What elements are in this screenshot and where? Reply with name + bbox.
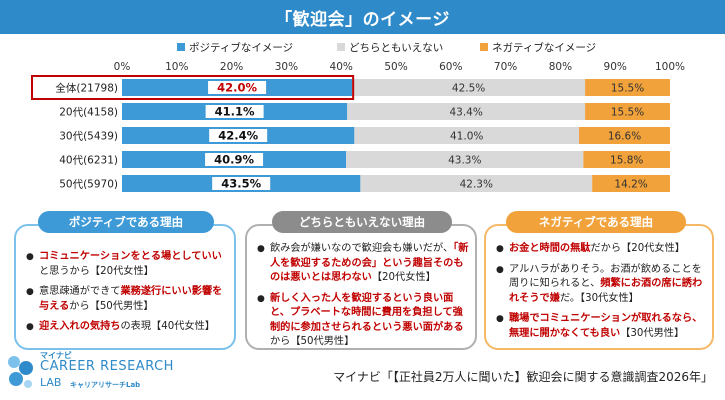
positive-reason-rest: の表現【40代女性】 [120,321,215,332]
neutral-reason-hl: 新しく入った人を歓迎するという良い面と、プラベートな時間に費用を負担して強制的に… [270,292,464,333]
legend-label-1: どちらともいえない [349,42,443,54]
negative-reason-item: アルハラがありそう。お酒が飲めることを周りに知られると、頻繁にお酒の席に誘われそ… [496,263,710,307]
tick-label-5: 50% [384,61,407,73]
bar-2-4 [592,175,670,192]
value-label-1-2: 41.0% [450,131,483,143]
negative-reason-item: 職場でコミュニケーションが取れるなら、無理に開かなくても良い【30代男性】 [496,312,710,341]
positive-reasons-list: コミュニケーションをとる場としていいと思うから【20代女性】意思疎通ができて業務… [26,250,232,341]
value-label-0-2: 42.4% [218,129,258,143]
bar-2-3 [583,151,670,168]
logo-lab: LAB [40,376,62,389]
legend-swatch-2 [480,43,488,51]
tick-label-2: 20% [220,61,243,73]
neutral-reasons-list: 飲み会が嫌いなので歓迎会も嫌いだが、「新人を歓迎するための会」という趣旨そのもの… [257,242,473,356]
bar-1-4 [360,175,593,192]
career-research-lab-logo: マイナビ CAREER RESEARCH LAB キャリアリサーチLab [6,350,206,396]
value-label-bg-4 [212,177,271,190]
tick-label-7: 70% [494,61,517,73]
source-caption: マイナビ「【正社員2万人に聞いた】歓迎会に関する意識調査2026年」 [333,370,713,384]
bar-2-2 [579,127,670,144]
positive-reason-item: 迎え入れの気持ちの表現【40代女性】 [26,320,232,335]
tick-label-9: 90% [604,61,627,73]
positive-reason-hl: 業務遂行にいい影響を与える [39,286,223,312]
neutral-reason-rest: から【50代男性】 [270,336,355,347]
value-label-0-0: 42.0% [217,81,257,95]
category-label-4: 50代(5970) [59,179,118,191]
logo-mark-icon [8,356,33,388]
value-label-2-0: 15.5% [611,83,644,95]
negative-reason-hl: 職場でコミュニケーションが取れるなら、無理に開かなくても良い [509,313,703,339]
negative-reason-hl: 頻繁にお酒の席に誘われそうで嫌 [509,278,703,304]
negative-reasons-panel: お金と時間の無駄だから【20代女性】アルハラがありそう。お酒が飲めることを周りに… [484,224,714,350]
logo-kana: キャリアリサーチLab [70,381,141,389]
neutral-reason-pre: 飲み会が嫌いなので歓迎会も嫌いだが、 [270,243,454,254]
bar-1-3 [346,151,584,168]
category-label-3: 40代(6231) [59,155,118,167]
bar-2-0 [585,79,670,96]
value-label-bg-1 [205,105,264,118]
negative-reason-rest: だ。【30代女性】 [559,292,639,304]
positive-reasons-panel: コミュニケーションをとる場としていいと思うから【20代女性】意思疎通ができて業務… [14,224,236,350]
positive-reason-item: 意思疎通ができて業務遂行にいい影響を与えるから【50代男性】 [26,285,232,314]
chart-title: 「歓迎会」のイメージ [275,9,450,30]
positive-reason-hl: コミュニケーションをとる場としていい [39,251,222,262]
category-label-0: 全体(21798) [55,82,118,95]
positive-reason-rest: から【50代男性】 [69,300,154,312]
value-label-0-1: 41.1% [215,105,255,119]
tick-label-8: 80% [549,61,572,73]
value-label-1-0: 42.5% [452,83,485,95]
title-bar: 「歓迎会」のイメージ [0,0,725,34]
category-label-2: 30代(5439) [59,131,118,143]
neutral-reasons-heading: どちらともいえない理由 [272,211,452,233]
value-label-1-4: 42.3% [460,179,493,191]
tick-label-0: 0% [114,61,131,73]
value-label-0-4: 43.5% [221,177,261,191]
logo-name: CAREER RESEARCH [40,359,174,374]
value-label-2-2: 16.6% [608,131,641,143]
stacked-bar-chart: ポジティブなイメージ どちらともいえない ネガティブなイメージ 0% 10% 20% 30%… [31,41,685,192]
value-label-bg-2 [209,129,268,142]
legend-label-2: ネガティブなイメージ [492,41,596,54]
negative-reason-rest: だから【20代女性】 [590,243,685,254]
positive-reason-hl: 迎え入れの気持ち [39,321,121,332]
neutral-reason-rest: 【20代女性】 [371,272,436,283]
positive-reason-pre: 意思疎通ができて [39,286,121,297]
negative-reason-item: お金と時間の無駄だから【20代女性】 [496,242,710,257]
bar-1-2 [354,127,580,144]
negative-reasons-heading: ネガティブである理由 [506,211,686,233]
value-label-0-3: 40.9% [214,153,254,167]
value-label-bg-0 [208,81,267,94]
positive-reason-item: コミュニケーションをとる場としていいと思うから【20代女性】 [26,250,232,279]
neutral-reason-item: 飲み会が嫌いなので歓迎会も嫌いだが、「新人を歓迎するための会」という趣旨そのもの… [257,242,473,286]
value-label-1-1: 43.4% [449,107,482,119]
negative-reason-hl: お金と時間の無駄 [509,243,591,254]
tick-label-6: 60% [439,61,462,73]
value-label-1-3: 43.3% [448,155,481,167]
bar-2-1 [585,103,670,120]
positive-reason-rest: と思うから【20代女性】 [39,265,154,277]
tick-label-3: 30% [275,61,298,73]
negative-reasons-list: お金と時間の無駄だから【20代女性】アルハラがありそう。お酒が飲めることを周りに… [496,242,710,347]
value-label-2-4: 14.2% [614,179,647,191]
negative-reason-rest: 【30代男性】 [620,327,685,339]
neutral-reason-hl: 「新人を歓迎するための会」という趣旨そのものは悪いとは思わない [270,243,469,283]
tick-label-4: 40% [330,61,353,73]
positive-reasons-heading: ポジティブである理由 [38,211,214,233]
bar-1-0 [352,79,586,96]
neutral-reasons-panel: 飲み会が嫌いなので歓迎会も嫌いだが、「新人を歓迎するための会」という趣旨そのもの… [245,224,477,350]
neutral-reason-item: 新しく入った人を歓迎するという良い面と、プラベートな時間に費用を負担して強制的に… [257,292,473,350]
highlight-box [31,75,355,100]
logo-small-text: マイナビ [40,351,72,360]
bar-1-1 [347,103,586,120]
legend-swatch-1 [337,43,345,51]
negative-reason-pre: アルハラがありそう。お酒が飲めることを周りに知られると、 [509,263,702,290]
value-label-2-1: 15.5% [611,107,644,119]
category-label-1: 20代(4158) [59,107,118,119]
legend-label-0: ポジティブなイメージ [189,41,293,54]
value-label-bg-3 [205,153,264,166]
value-label-2-3: 15.8% [610,155,643,167]
tick-label-1: 10% [165,61,188,73]
tick-label-10: 100% [655,61,685,73]
legend-swatch-0 [177,43,185,51]
